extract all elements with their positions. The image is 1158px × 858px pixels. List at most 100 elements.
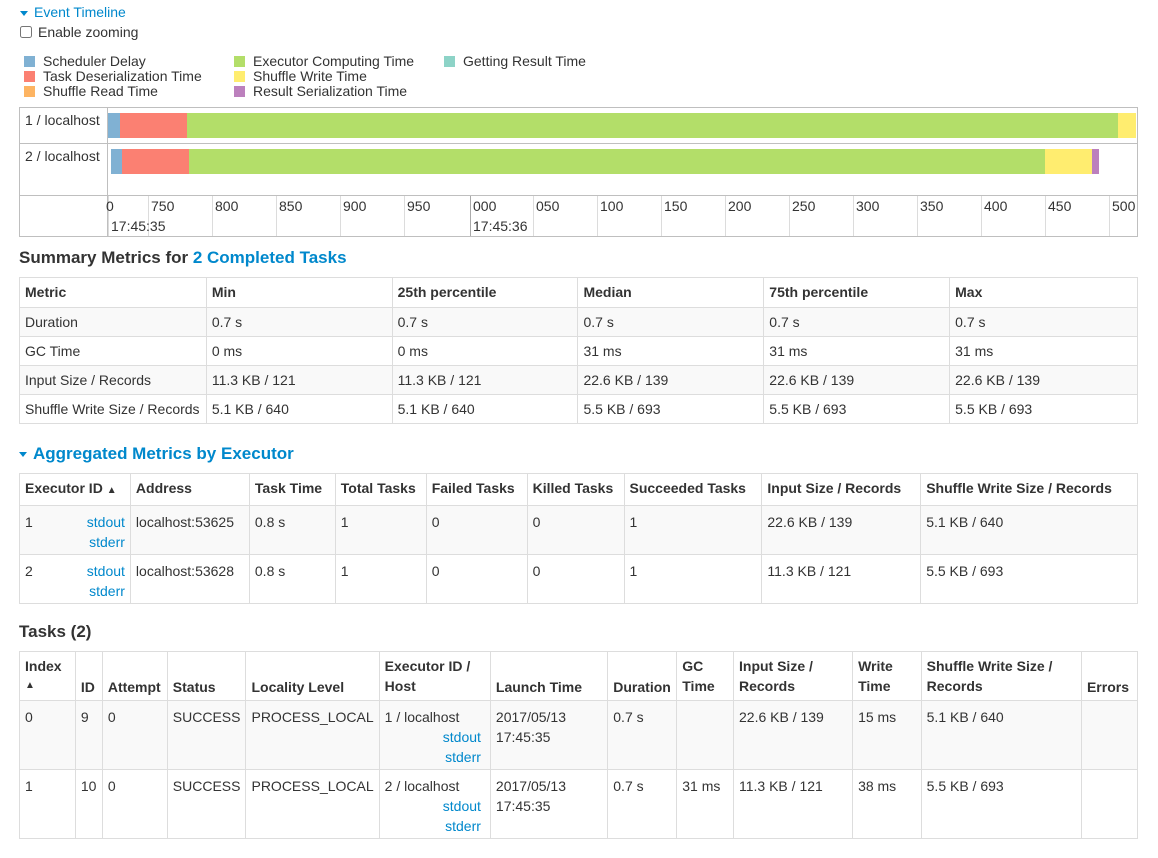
table-cell: 0 (425, 554, 528, 604)
axis-tick-label: 100 (600, 198, 624, 214)
summary-metrics-title: Summary Metrics for 2 Completed Tasks (19, 248, 347, 267)
column-header[interactable]: Shuffle Write Size / Records (920, 473, 1138, 506)
event-timeline-toggle[interactable]: Event Timeline (20, 4, 126, 20)
sort-ascending-icon: ▲ (25, 680, 35, 691)
event-timeline-label: Event Timeline (34, 4, 126, 20)
stderr-link[interactable]: stderr (445, 749, 481, 765)
stderr-link[interactable]: stderr (89, 534, 125, 550)
column-header[interactable]: Min (205, 277, 393, 308)
enable-zooming-row[interactable]: Enable zooming (20, 24, 138, 40)
column-header[interactable]: Succeeded Tasks (623, 473, 763, 506)
legend-swatch (24, 86, 35, 97)
axis-tick-label: 800 (215, 198, 239, 214)
timeline-axis-divider (20, 195, 1137, 196)
column-header[interactable]: Attempt (101, 651, 168, 701)
column-header[interactable]: Median (577, 277, 765, 308)
column-header-executor-id[interactable]: Executor ID ▲ (19, 473, 131, 506)
table-cell: 5.5 KB / 693 (577, 394, 765, 424)
axis-tick-label: 850 (279, 198, 303, 214)
legend-swatch (234, 71, 245, 82)
table-cell: 0 (526, 554, 625, 604)
table-cell: 1 (19, 769, 76, 839)
enable-zooming-checkbox[interactable] (20, 26, 32, 38)
stdout-link[interactable]: stdout (86, 514, 125, 530)
column-header[interactable]: ID (74, 651, 103, 701)
table-cell: 22.6 KB / 139 (949, 365, 1138, 395)
stdout-link[interactable]: stdout (442, 729, 481, 745)
axis-tick-label: 200 (728, 198, 752, 214)
table-cell: 0 (425, 505, 528, 555)
table-cell: 9 (74, 700, 103, 770)
table-cell: 5.5 KB / 693 (763, 394, 951, 424)
axis-tick (276, 196, 277, 236)
task-bar-executor-computing[interactable] (187, 113, 1118, 138)
column-header[interactable]: Address (129, 473, 250, 506)
column-header-shuffle-write[interactable]: Shuffle Write Size / Records (920, 651, 1082, 701)
axis-tick (1045, 196, 1046, 236)
table-cell: 5.5 KB / 693 (920, 554, 1138, 604)
legend-swatch (444, 56, 455, 67)
table-cell: Input Size / Records (19, 365, 207, 395)
table-cell: 0 (526, 505, 625, 555)
legend-swatch (234, 86, 245, 97)
column-header[interactable]: Status (166, 651, 247, 701)
stdout-link[interactable]: stdout (86, 563, 125, 579)
column-header[interactable]: Max (949, 277, 1138, 308)
table-cell: 0 (19, 700, 76, 770)
column-header-gc-time[interactable]: GC Time (676, 651, 734, 701)
column-header[interactable]: Failed Tasks (425, 473, 528, 506)
column-header[interactable]: Locality Level (245, 651, 380, 701)
task-bar-shuffle-write[interactable] (1118, 113, 1136, 138)
axis-tick-label: 500 (1112, 198, 1136, 214)
task-bar-scheduler-delay[interactable] (108, 113, 120, 138)
timeline-row-label: 1 / localhost (25, 112, 100, 128)
table-cell: 0.7 s (607, 769, 678, 839)
completed-tasks-link[interactable]: 2 Completed Tasks (192, 248, 347, 267)
table-header-row: Executor ID ▲ Address Task Time Total Ta… (19, 473, 1138, 506)
sort-ascending-icon: ▲ (106, 485, 117, 496)
table-header-row: Index ▲ ID Attempt Status Locality Level… (19, 651, 1139, 701)
column-header-write-time[interactable]: Write Time (852, 651, 922, 701)
table-cell: 31 ms (676, 769, 734, 839)
column-header[interactable]: Duration (607, 651, 678, 701)
table-cell: 22.6 KB / 139 (732, 700, 854, 770)
timeline-row-divider (20, 143, 1137, 144)
column-header[interactable]: 25th percentile (391, 277, 579, 308)
column-header-index[interactable]: Index ▲ (19, 651, 76, 701)
aggregated-metrics-toggle[interactable]: Aggregated Metrics by Executor (19, 444, 294, 464)
task-bar-executor-computing[interactable] (189, 149, 1045, 174)
stdout-link[interactable]: stdout (442, 798, 481, 814)
axis-tick-label: 150 (664, 198, 688, 214)
column-header[interactable]: Launch Time (489, 651, 609, 701)
column-header[interactable]: Errors (1080, 651, 1139, 701)
executor-host-cell: 1 / localhost stdout stderr (378, 700, 491, 770)
table-cell (1080, 700, 1139, 770)
column-header[interactable]: Input Size / Records (761, 473, 922, 506)
legend-item: Shuffle Read Time (24, 84, 158, 99)
stderr-link[interactable]: stderr (445, 818, 481, 834)
axis-tick (1109, 196, 1110, 236)
stderr-link[interactable]: stderr (89, 583, 125, 599)
task-bar-result-serialization[interactable] (1092, 149, 1099, 174)
table-cell: 22.6 KB / 139 (763, 365, 951, 395)
column-header-input[interactable]: Input Size / Records (732, 651, 854, 701)
task-bar-deserialization[interactable] (122, 149, 189, 174)
task-bar-scheduler-delay[interactable] (111, 149, 122, 174)
task-bar-deserialization[interactable] (120, 113, 187, 138)
column-header[interactable]: Total Tasks (334, 473, 427, 506)
table-header-row: Metric Min 25th percentile Median 75th p… (19, 277, 1138, 308)
column-header[interactable]: 75th percentile (763, 277, 951, 308)
task-bar-shuffle-write[interactable] (1045, 149, 1092, 174)
event-timeline[interactable]: 1 / localhost 2 / localhost 0 750 800 85… (19, 107, 1138, 237)
axis-tick (917, 196, 918, 236)
axis-tick (981, 196, 982, 236)
column-header[interactable]: Task Time (248, 473, 336, 506)
column-header[interactable]: Killed Tasks (526, 473, 625, 506)
table-cell: 5.1 KB / 640 (920, 700, 1082, 770)
launch-time-cell: 2017/05/13 17:45:35 (489, 769, 609, 839)
table-cell: 10 (74, 769, 103, 839)
column-header[interactable]: Metric (19, 277, 207, 308)
column-header-executor[interactable]: Executor ID / Host (378, 651, 491, 701)
axis-tick-label: 350 (920, 198, 944, 214)
